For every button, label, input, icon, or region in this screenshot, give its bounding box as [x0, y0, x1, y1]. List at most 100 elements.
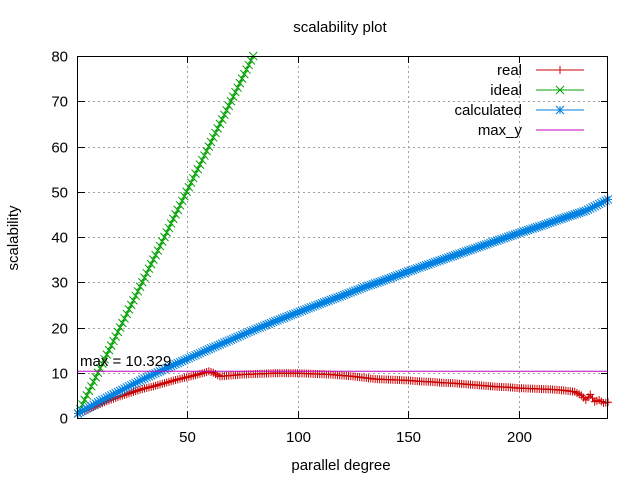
ideal-point: [231, 87, 240, 97]
x-tick-label: 50: [179, 429, 196, 446]
legend-item-max_y: max_y: [478, 122, 584, 139]
ideal-point: [166, 219, 176, 228]
ideal-point: [137, 277, 147, 287]
ideal-point: [169, 214, 178, 224]
ideal-point: [146, 259, 156, 269]
real-point: [160, 379, 169, 388]
legend-marker: [555, 85, 565, 95]
ideal-point: [122, 309, 132, 319]
y-tick-label: 0: [60, 411, 68, 428]
ideal-point: [82, 391, 92, 400]
ideal-point: [215, 119, 225, 129]
real-point: [198, 369, 207, 378]
ideal-point: [100, 354, 109, 364]
ideal-point: [160, 232, 169, 242]
legend-item-real: real: [497, 62, 584, 79]
real-point: [153, 381, 162, 390]
ideal-point: [131, 291, 141, 301]
ideal-point: [237, 74, 247, 83]
real-point: [158, 379, 167, 388]
ideal-point: [120, 314, 129, 323]
y-tick-label: 20: [51, 321, 68, 338]
real-point: [191, 371, 200, 380]
real-point: [184, 372, 193, 381]
ideal-point: [191, 169, 200, 179]
real-point: [129, 387, 138, 396]
real-point: [200, 368, 209, 377]
ideal-point: [202, 146, 211, 156]
y-tick-label: 40: [51, 230, 68, 247]
real-point: [133, 386, 142, 395]
ideal-point: [175, 200, 185, 210]
ideal-point: [235, 78, 245, 88]
ideal-point: [89, 377, 98, 387]
legend-label: max_y: [478, 122, 523, 139]
ideal-point: [84, 386, 94, 396]
ideal-point: [204, 142, 214, 151]
ideal-point: [239, 69, 249, 79]
x-axis-label: parallel degree: [291, 457, 390, 474]
ideal-point: [173, 205, 183, 215]
legend-label: ideal: [490, 82, 522, 99]
y-tick-label: 60: [51, 140, 68, 157]
real-point: [178, 374, 187, 383]
ideal-point: [188, 173, 198, 183]
real-point: [176, 374, 185, 383]
ideal-point: [233, 83, 243, 93]
real-point: [169, 376, 178, 385]
ideal-point: [133, 286, 143, 296]
ideal-point: [186, 178, 196, 188]
ideal-point: [102, 350, 112, 360]
ideal-point: [124, 305, 134, 314]
ideal-point: [140, 273, 149, 283]
ideal-point: [246, 56, 256, 65]
ideal-point: [226, 96, 236, 106]
y-tick-label: 70: [51, 94, 68, 111]
ideal-point: [222, 105, 231, 115]
y-tick-label: 80: [51, 49, 68, 66]
real-point: [164, 377, 173, 386]
x-tick-label: 200: [507, 429, 532, 446]
chart-title: scalability plot: [293, 19, 387, 36]
legend-label: real: [497, 62, 522, 79]
ideal-point: [151, 250, 160, 260]
real-point: [162, 378, 171, 387]
ideal-point: [98, 359, 107, 369]
real-point: [149, 382, 158, 391]
ideal-point: [206, 137, 216, 147]
x-tick-label: 150: [396, 429, 421, 446]
ideal-point: [86, 381, 96, 391]
ideal-point: [184, 182, 194, 192]
axis-ticks: 0 10 20 30 40 50 60 70 80 50 100 150 200: [51, 49, 608, 446]
x-tick-label: 100: [286, 429, 311, 446]
real-point: [156, 380, 165, 389]
real-point: [180, 373, 189, 382]
ideal-point: [157, 237, 167, 246]
legend-marker: [555, 105, 565, 115]
y-tick-label: 10: [51, 366, 68, 383]
ideal-point: [93, 368, 103, 378]
ideal-point: [200, 151, 209, 160]
ideal-point: [193, 164, 203, 174]
real-point: [151, 381, 160, 390]
real-point: [182, 373, 191, 382]
real-point: [144, 383, 153, 392]
ideal-point: [135, 282, 145, 292]
real-point: [171, 375, 180, 384]
ideal-point: [220, 110, 229, 120]
ideal-point: [217, 114, 227, 124]
ideal-point: [242, 65, 251, 74]
y-axis-label: scalability: [5, 205, 22, 271]
ideal-point: [224, 101, 234, 111]
ideal-point: [109, 336, 118, 346]
ideal-point: [211, 128, 220, 138]
ideal-point: [91, 372, 101, 382]
ideal-point: [113, 327, 123, 337]
series-ideal: [73, 51, 258, 418]
ideal-point: [142, 268, 152, 278]
real-point: [142, 383, 151, 392]
y-tick-label: 30: [51, 275, 68, 292]
real-point: [131, 387, 140, 396]
ideal-point: [111, 332, 121, 341]
